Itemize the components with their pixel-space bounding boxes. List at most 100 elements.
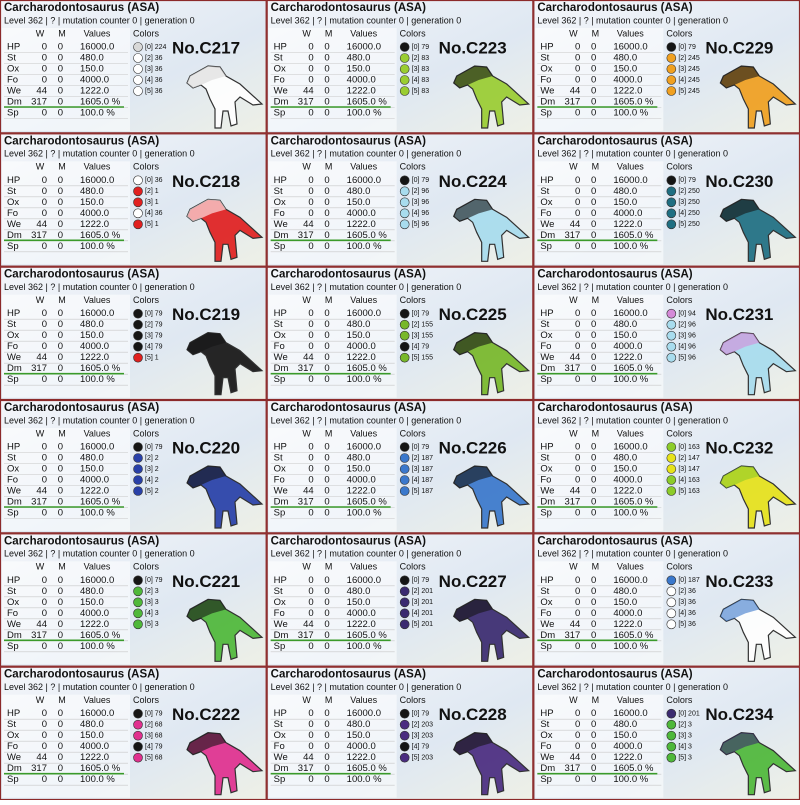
table-panel <box>268 561 397 665</box>
stat-wild: 44 <box>570 752 581 763</box>
color-label: [3] 203 <box>412 733 434 740</box>
stat-card: Carcharodontosaurus (ASA)Level 362 | ? |… <box>266 266 534 401</box>
stat-wild: 44 <box>303 486 314 497</box>
stat-name: Ox <box>274 64 286 75</box>
table-panel <box>2 694 130 798</box>
column-header: Colors <box>133 28 160 38</box>
color-label: [2] 83 <box>412 55 430 62</box>
color-label: [3] 36 <box>678 599 696 606</box>
stat-wild: 0 <box>575 175 580 186</box>
color-swatch <box>133 186 143 197</box>
stat-wild: 0 <box>42 575 47 586</box>
stat-mutation: 0 <box>58 208 63 219</box>
stat-name: We <box>7 752 21 763</box>
stat-wild: 0 <box>308 597 313 608</box>
color-label: [0] 79 <box>412 44 430 51</box>
stat-name: We <box>540 619 554 630</box>
stat-value: 4000.0 <box>613 75 642 86</box>
stat-mutation: 0 <box>324 719 329 730</box>
color-swatch <box>399 352 410 363</box>
stat-value: 100.0 % <box>347 241 382 252</box>
creature-image <box>186 598 264 662</box>
stat-card: Carcharodontosaurus (ASA)Level 362 | ? |… <box>0 133 267 267</box>
stat-mutation: 0 <box>58 230 63 241</box>
stat-mutation: 0 <box>591 208 596 219</box>
stat-name: We <box>274 86 288 97</box>
creature-head <box>187 66 226 88</box>
color-label: [2] 250 <box>678 188 700 195</box>
card-subtitle: Level 362 | ? | mutation counter 0 | gen… <box>271 15 462 25</box>
stat-mutation: 0 <box>58 719 63 730</box>
stat-mutation: 0 <box>591 464 596 475</box>
stat-value: 16000.0 <box>347 708 381 719</box>
card-title: Carcharodontosaurus (ASA) <box>271 402 426 414</box>
color-swatch <box>133 752 143 763</box>
stat-wild: 0 <box>308 453 313 464</box>
table-panel <box>268 294 397 398</box>
stat-name: St <box>540 319 549 330</box>
column-header: M <box>592 28 600 38</box>
stat-value: 480.0 <box>613 53 637 64</box>
stat-value: 16000.0 <box>80 42 114 53</box>
stat-mutation: 0 <box>591 53 596 64</box>
stat-mutation: 0 <box>591 197 596 208</box>
color-label: [4] 96 <box>678 344 696 351</box>
stat-value: 1222.0 <box>613 86 642 97</box>
stat-value: 16000.0 <box>347 442 381 453</box>
stat-mutation: 0 <box>591 774 596 785</box>
stat-value: 480.0 <box>347 53 371 64</box>
color-label: [3] 250 <box>678 199 700 206</box>
stat-value: 150.0 <box>80 464 104 475</box>
card-subtitle: Level 362 | ? | mutation counter 0 | gen… <box>271 282 462 292</box>
stat-card: Carcharodontosaurus (ASA)Level 362 | ? |… <box>533 666 800 801</box>
stat-name: Sp <box>274 108 286 119</box>
stat-mutation: 0 <box>591 630 596 641</box>
specimen-id: No.C230 <box>705 172 773 191</box>
stat-name: Fo <box>540 475 551 486</box>
color-swatch <box>399 719 410 730</box>
column-header: Values <box>617 295 644 305</box>
color-label: [5] 1 <box>145 221 159 228</box>
stat-mutation: 0 <box>58 741 63 752</box>
stat-mutation: 0 <box>591 352 596 363</box>
stat-name: St <box>274 453 283 464</box>
stat-value: 1222.0 <box>347 486 376 497</box>
stat-name: Dm <box>7 363 22 374</box>
stat-wild: 0 <box>575 341 580 352</box>
stat-mutation: 0 <box>58 241 63 252</box>
color-label: [4] 3 <box>678 744 692 751</box>
column-header: Colors <box>400 162 427 172</box>
stat-name: Fo <box>540 741 551 752</box>
color-swatch <box>399 330 410 341</box>
card-subtitle: Level 362 | ? | mutation counter 0 | gen… <box>537 282 728 292</box>
stat-card: Carcharodontosaurus (ASA)Level 362 | ? |… <box>533 533 800 667</box>
stat-name: St <box>7 719 16 730</box>
color-swatch <box>133 75 143 85</box>
stat-value: 150.0 <box>347 597 371 608</box>
stat-name: Ox <box>540 197 552 208</box>
stat-mutation: 0 <box>591 741 596 752</box>
column-header: W <box>569 28 578 38</box>
color-label: [4] 83 <box>412 77 430 84</box>
column-header: Values <box>617 562 644 572</box>
color-label: [0] 79 <box>678 177 696 184</box>
color-swatch <box>133 708 143 719</box>
color-swatch <box>399 608 410 619</box>
color-label: [3] 79 <box>145 333 163 340</box>
column-header: W <box>302 428 311 438</box>
stat-value: 1222.0 <box>613 752 642 763</box>
stat-value: 16000.0 <box>80 175 114 186</box>
stat-mutation: 0 <box>324 241 329 252</box>
creature-head <box>453 332 493 355</box>
stat-value: 480.0 <box>613 186 637 197</box>
stat-wild: 317 <box>564 363 580 374</box>
stat-value: 4000.0 <box>347 475 376 486</box>
column-header: W <box>36 695 45 705</box>
stat-mutation: 0 <box>324 219 329 230</box>
stat-mutation: 0 <box>58 197 63 208</box>
stat-wild: 0 <box>575 730 580 741</box>
stat-wild: 0 <box>42 608 47 619</box>
stat-wild: 0 <box>42 186 47 197</box>
color-swatch <box>133 319 143 330</box>
color-label: [0] 79 <box>412 711 430 718</box>
